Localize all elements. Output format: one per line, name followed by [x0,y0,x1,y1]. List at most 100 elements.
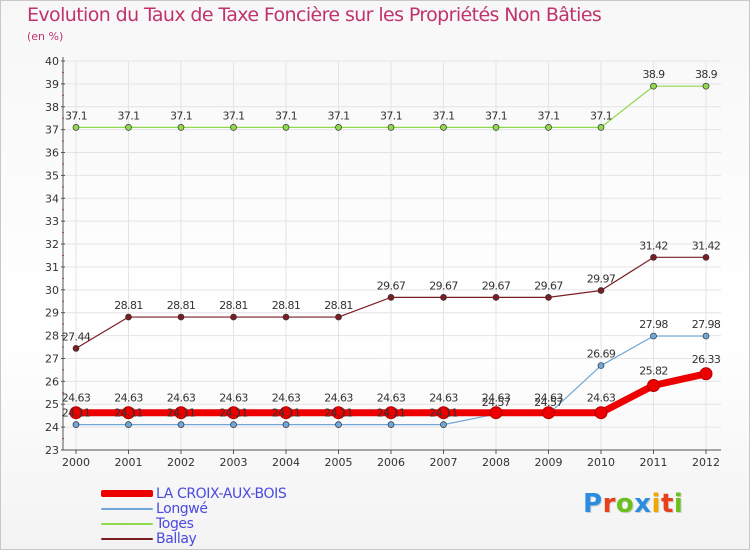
legend-label: Longwé [156,500,208,517]
data-point [230,313,237,321]
y-tick-label: 26 [45,375,59,388]
data-point [279,406,293,420]
series-lines [69,82,713,428]
data-label: 27.98 [639,318,668,331]
data-point [387,124,395,131]
data-point [597,362,605,369]
y-tick-label: 30 [45,284,59,297]
data-label: 24.63 [167,392,196,405]
data-label: 37.1 [117,109,139,122]
data-label: 37.1 [275,109,297,122]
data-point [489,406,503,420]
data-labels: 27.44 28.81 28.81 28.81 28.81 28.81 29.67 29.67… [62,68,722,420]
y-tick-label: 27 [45,352,59,365]
legend-label: Toges [156,515,194,532]
data-label: 31.42 [692,239,721,252]
data-label: 24.57 [482,396,511,409]
data-point [387,421,395,428]
legend-item: Longwé [101,500,286,517]
data-label: 24.63 [324,392,353,405]
data-label: 28.81 [219,299,248,312]
data-label: 27.44 [62,330,91,343]
data-label: 24.63 [377,392,406,405]
data-point [177,124,185,131]
data-point [122,406,135,420]
logo-letter: r [602,489,616,519]
x-tick-label: 2002 [167,456,195,469]
data-label: 24.57 [534,396,563,409]
axes: 23 24 25 26 27 28 29 30 31 32 33 34 35 36 37 38 39 40 2000… [45,55,721,469]
data-label: 24.63 [534,392,563,405]
data-point [542,406,555,420]
data-point [594,406,608,420]
data-label: 29.67 [377,279,406,292]
y-tick-label: 35 [45,169,59,182]
x-tick-label: 2005 [325,456,353,469]
data-label: 24.11 [429,407,458,420]
y-tick-label: 24 [45,421,59,434]
data-point [440,124,447,131]
data-label: 29.67 [429,279,458,292]
data-label: 38.9 [695,68,718,81]
data-point [702,332,710,340]
y-tick-label: 29 [45,307,59,320]
logo-letter: P [583,489,603,519]
data-point [174,406,188,420]
y-tick-label: 31 [45,261,59,274]
legend-swatch [101,537,153,540]
data-label: 28.81 [324,299,353,312]
data-label: 24.63 [114,392,143,405]
data-label: 37.1 [590,109,612,122]
data-point [650,82,657,90]
y-axis-unit: (en %) [27,30,64,43]
data-point [699,367,713,381]
data-point [440,294,447,301]
data-point [230,124,237,131]
data-point [387,294,395,301]
legend-swatch [101,490,153,497]
data-point [72,421,80,428]
data-label: 37.1 [65,109,87,122]
data-label: 28.81 [272,299,301,312]
y-tick-label: 36 [45,147,59,160]
legend-item: Ballay [101,530,286,547]
data-label: 24.63 [219,392,248,405]
y-tick-label: 28 [45,330,59,343]
data-label: 24.63 [62,392,91,405]
data-point [545,124,552,131]
data-label: 27.98 [692,318,721,331]
chart-title: Evolution du Taux de Taxe Foncière sur l… [27,4,602,26]
data-label: 24.63 [429,392,458,405]
data-point [177,421,185,428]
legend-item: Toges [101,515,286,532]
x-tick-label: 2009 [535,456,563,469]
data-label: 24.11 [114,407,143,420]
x-tick-label: 2006 [377,456,405,469]
legend-label: Ballay [156,530,197,547]
data-point [72,124,80,131]
logo-letter: x [634,489,652,519]
data-point [125,124,132,131]
data-point [335,421,342,428]
y-tick-label: 38 [45,101,59,114]
y-tick-label: 32 [45,238,59,251]
x-tick-label: 2010 [587,456,615,469]
data-label: 24.11 [167,407,196,420]
logo-letter: i [673,489,684,519]
data-point [545,294,552,301]
y-tick-label: 37 [45,124,59,137]
data-point [282,313,290,321]
legend-label: LA CROIX-AUX-BOIS [156,485,287,502]
x-tick-label: 2011 [640,456,668,469]
data-point [437,406,450,420]
data-label: 24.63 [272,392,301,405]
data-label: 29.67 [534,279,563,292]
data-label: 24.11 [272,407,301,420]
data-label: 37.1 [432,109,454,122]
data-point [282,124,290,131]
data-point [647,378,660,392]
y-tick-label: 40 [45,55,59,68]
data-point [492,124,500,131]
data-label: 37.1 [170,109,192,122]
